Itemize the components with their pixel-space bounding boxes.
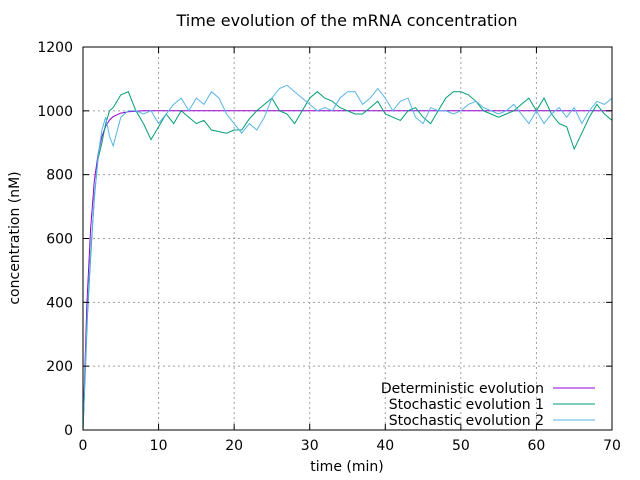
x-tick-label: 70: [603, 438, 621, 454]
y-tick-label: 1000: [37, 104, 73, 120]
series-line-1: [82, 110, 612, 431]
x-tick-label: 30: [301, 438, 319, 454]
y-tick-label: 400: [46, 295, 73, 311]
y-tick-label: 200: [46, 359, 73, 375]
y-tick-label: 800: [46, 168, 73, 184]
x-tick-label: 20: [225, 438, 243, 454]
chart-title: Time evolution of the mRNA concentration: [175, 11, 517, 30]
y-axis-label: concentration (nM): [7, 171, 23, 304]
x-tick-label: 60: [528, 438, 546, 454]
x-tick-label: 40: [376, 438, 394, 454]
x-tick-label: 10: [150, 438, 168, 454]
x-axis-label: time (min): [310, 459, 383, 475]
axis-ticks: 0 10 20 30 40 50 60 70 0 200 400 600 800 1000 1200: [37, 40, 621, 454]
series-line-2: [82, 91, 613, 431]
x-tick-label: 0: [79, 438, 88, 454]
legend-label: Stochastic evolution 2: [389, 413, 544, 429]
legend-label: Stochastic evolution 1: [389, 397, 544, 413]
plot-area: [82, 84, 613, 431]
y-tick-label: 600: [46, 232, 73, 248]
y-tick-label: 0: [64, 423, 73, 439]
legend-label: Deterministic evolution: [381, 381, 544, 397]
y-tick-label: 1200: [37, 40, 73, 56]
series-line-3: [82, 84, 613, 431]
x-tick-label: 50: [452, 438, 470, 454]
